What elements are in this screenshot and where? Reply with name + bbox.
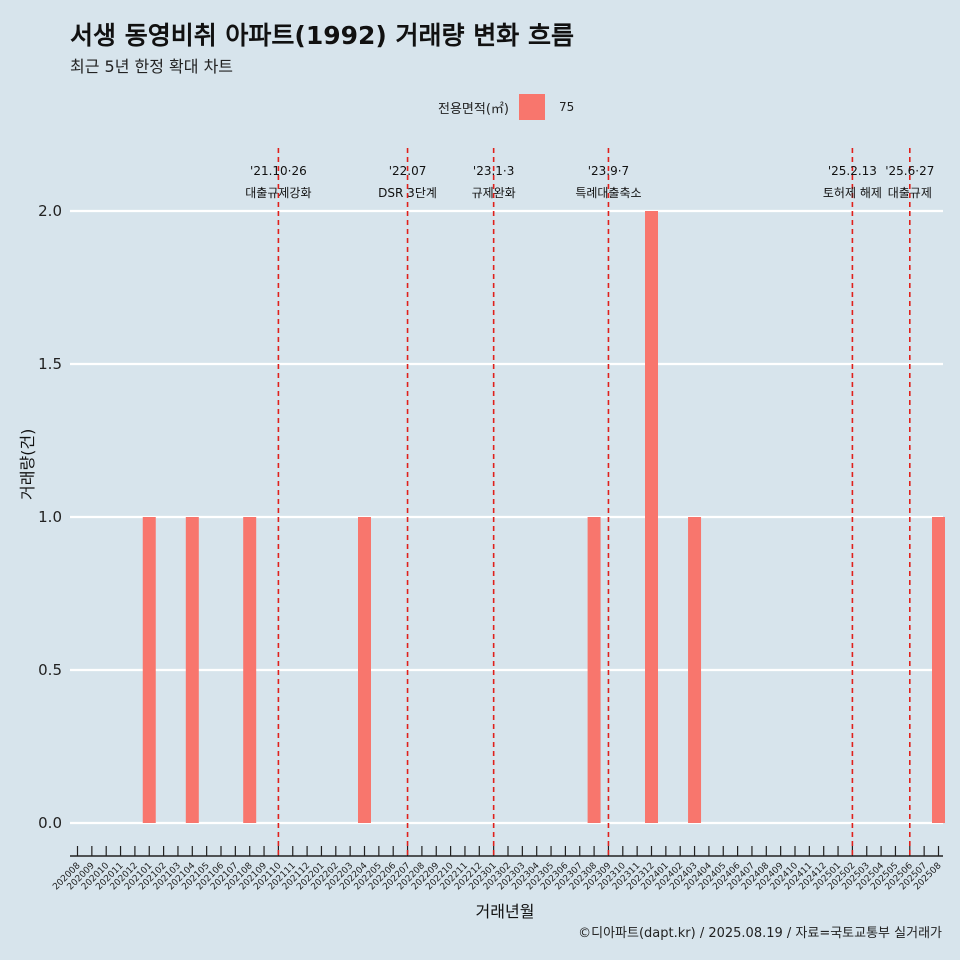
bar [688, 517, 702, 823]
source-caption: ©디아파트(dapt.kr) / 2025.08.19 / 자료=국토교통부 실… [578, 926, 942, 941]
event-marker-date: '22.07 [389, 164, 427, 178]
x-axis-label: 거래년월 [475, 902, 535, 921]
bar [645, 211, 658, 823]
y-axis-label: 거래량(건) [18, 428, 37, 500]
bar [358, 517, 371, 823]
event-marker-date: '21.10·26 [250, 164, 307, 178]
legend-item-label: 75 [558, 100, 575, 114]
legend-title: 전용면적(㎡) [438, 101, 509, 117]
chart-subtitle: 최근 5년 한정 확대 차트 [70, 57, 234, 76]
event-marker-label: 토허제 해제 [823, 186, 882, 200]
event-marker-label: 규제완화 [472, 186, 516, 200]
event-marker-label: 대출규제 [888, 186, 932, 200]
event-marker-label: 대출규제강화 [245, 186, 311, 200]
bar [185, 517, 199, 823]
bar [142, 517, 156, 823]
bar [243, 517, 257, 823]
legend-swatch [518, 94, 545, 120]
event-marker-date: '23.1·3 [473, 164, 514, 178]
y-tick-label: 0.0 [38, 814, 62, 832]
event-marker-date: '25.6·27 [885, 164, 934, 178]
legend: 전용면적(㎡) 75 [438, 94, 574, 120]
y-tick-label: 1.0 [38, 508, 62, 526]
bar [587, 517, 601, 823]
y-tick-label: 0.5 [38, 661, 62, 679]
y-tick-label: 2.0 [38, 202, 62, 220]
event-marker-label: 특례대출축소 [575, 186, 641, 200]
event-marker-date: '23.9·7 [588, 164, 629, 178]
bar [932, 517, 945, 823]
event-marker-label: DSR 3단계 [378, 186, 437, 200]
chart-title: 서생 동영비취 아파트(1992) 거래량 변화 흐름 [70, 21, 574, 50]
y-tick-label: 1.5 [38, 355, 62, 373]
legend-item: 75 [518, 94, 575, 120]
event-marker-date: '25.2.13 [828, 164, 877, 178]
